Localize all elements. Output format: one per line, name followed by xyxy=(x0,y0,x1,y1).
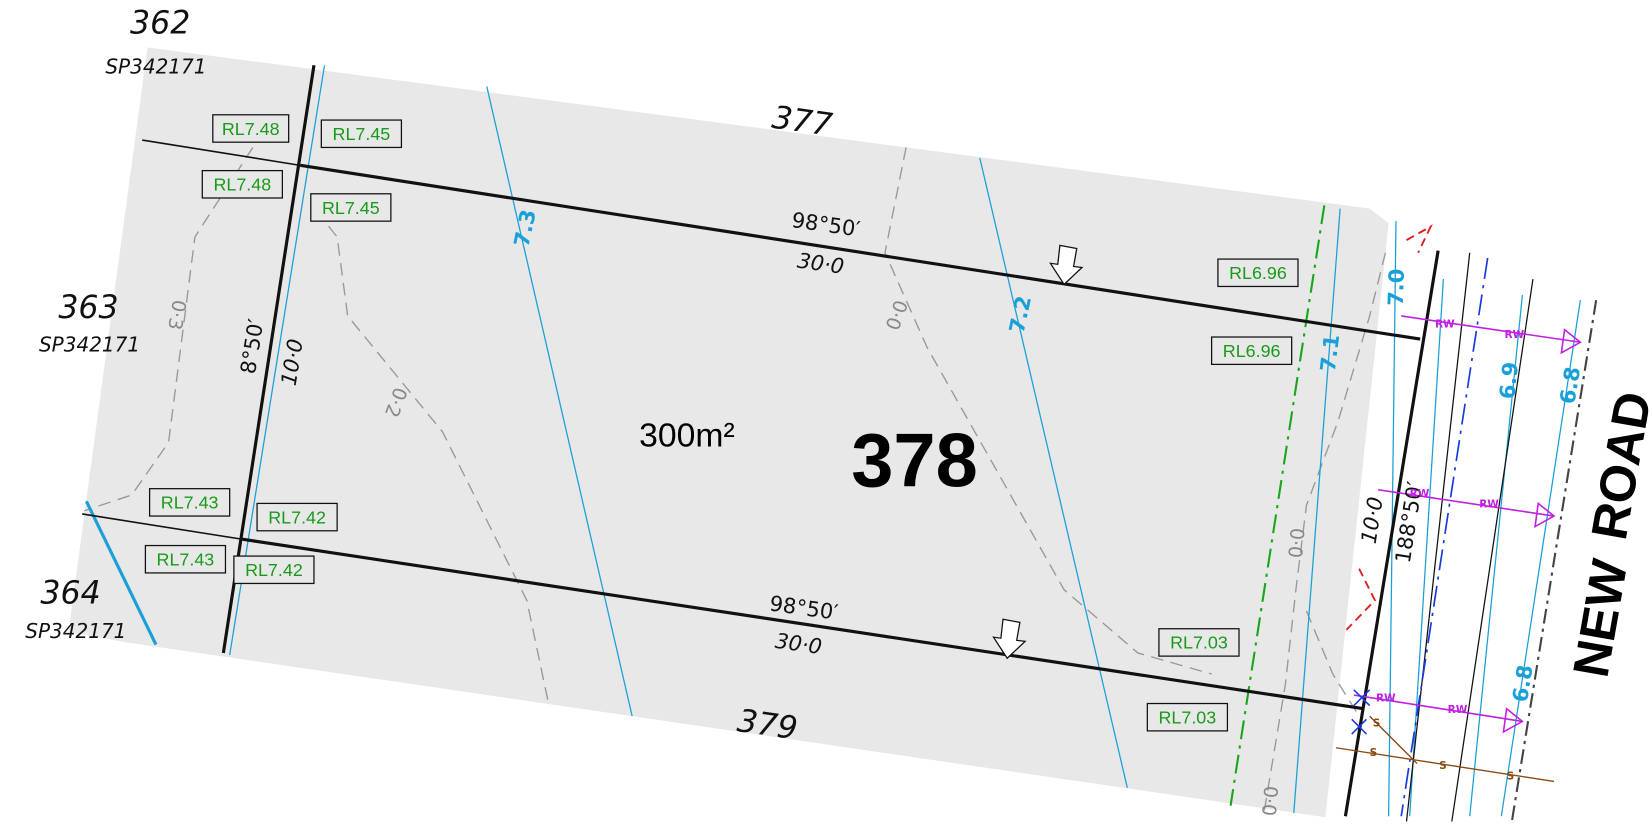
service-labels: RW RW RW RW RW RW S S S S xyxy=(1370,319,1525,783)
sewer-label: S xyxy=(1370,747,1378,759)
flow-arrows xyxy=(992,244,1084,660)
sewer-label: S xyxy=(1373,718,1381,730)
lot-number: 377 xyxy=(770,100,835,144)
level-box xyxy=(201,169,283,199)
level-box xyxy=(320,119,403,149)
rw-label: RW xyxy=(1448,704,1468,716)
contour-label: 7.0 xyxy=(1383,268,1409,306)
level-box xyxy=(212,114,290,143)
road-word: ROAD xyxy=(1580,387,1652,543)
rw-lines xyxy=(1353,315,1582,734)
fill-contours xyxy=(84,147,1387,812)
level: RL7.45 xyxy=(333,124,391,144)
rw-label: RW xyxy=(1435,319,1455,331)
rw-label: RW xyxy=(1505,329,1525,341)
level-box xyxy=(310,193,392,222)
level: RL7.48 xyxy=(222,119,280,139)
lot-number: 364 xyxy=(40,575,100,611)
neighbour-labels: 362 SP342171 363 SP342171 364 SP342171 3… xyxy=(25,6,834,748)
plan-number: SP342171 xyxy=(39,333,140,357)
level: RL7.43 xyxy=(157,550,215,570)
road-name: NEW ROAD xyxy=(1562,387,1652,681)
road-word: NEW xyxy=(1562,555,1639,681)
level-box xyxy=(1217,258,1299,288)
level-box xyxy=(144,544,227,574)
plan-number: SP342171 xyxy=(25,619,126,643)
level: RL6.96 xyxy=(1229,263,1287,283)
level-box xyxy=(1158,628,1240,657)
lot-number: 362 xyxy=(130,6,190,42)
sewer-label: S xyxy=(1439,760,1447,772)
lot-number: 379 xyxy=(735,703,800,747)
lot-area: 300m² xyxy=(639,417,735,455)
level-box xyxy=(1146,702,1229,732)
boundaries xyxy=(82,65,1534,822)
green-line xyxy=(1229,205,1326,806)
road-line xyxy=(1400,257,1489,817)
level-box xyxy=(256,502,338,532)
parcel-area xyxy=(68,47,1389,818)
fill-label: 0·0 xyxy=(1257,785,1282,817)
level: RL7.03 xyxy=(1159,708,1217,728)
blue-line xyxy=(84,500,158,646)
level-box xyxy=(148,488,231,517)
level: RL7.43 xyxy=(161,493,219,513)
contour-labels: 7.3 7.2 7.1 7.0 6.9 6.8 6.8 xyxy=(509,207,1585,704)
length: 10·0 xyxy=(1356,495,1388,545)
plan-number: SP342171 xyxy=(105,55,206,79)
level-box xyxy=(1210,336,1293,366)
fill-label: 0·0 xyxy=(1283,527,1308,559)
levels: RL7.48 RL7.48 RL7.45 RL7.45 RL6.96 RL6.9… xyxy=(144,114,1299,732)
level: RL7.42 xyxy=(268,507,326,527)
lot-number: 378 xyxy=(851,419,978,504)
level: RL6.96 xyxy=(1223,341,1281,361)
level: RL7.45 xyxy=(322,198,380,218)
markers xyxy=(1351,689,1371,735)
level: RL7.03 xyxy=(1170,633,1228,653)
sewer-label: S xyxy=(1507,770,1515,782)
level: RL7.42 xyxy=(245,560,303,580)
contour-lines xyxy=(229,65,1581,817)
rw-label: RW xyxy=(1479,499,1499,511)
road-line xyxy=(1510,299,1598,822)
rw-label: RW xyxy=(1376,692,1396,704)
rw-label: RW xyxy=(1410,488,1430,500)
contour-label: 6.9 xyxy=(1494,361,1523,401)
contour-label: 6.8 xyxy=(1507,663,1538,704)
contour-label: 7.1 xyxy=(1315,333,1344,373)
contour-label: 6.8 xyxy=(1555,365,1586,406)
red-marks xyxy=(1345,224,1433,631)
sewer-lines xyxy=(1335,715,1555,783)
level-box xyxy=(233,555,315,585)
lot-number: 363 xyxy=(58,290,118,326)
fill-label: 0·3 xyxy=(163,298,190,332)
level: RL7.48 xyxy=(213,175,271,195)
